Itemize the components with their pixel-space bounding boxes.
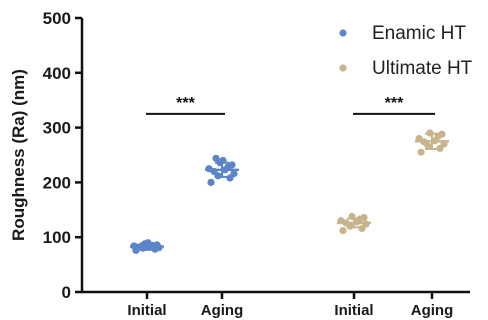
legend-label: Ultimate HT (372, 58, 473, 79)
data-point (207, 178, 215, 186)
y-ticks: 0 100 200 300 400 500 (43, 9, 82, 302)
x-ticks: Initial Aging Initial Aging (127, 292, 453, 319)
y-tick-label-0: 0 (62, 283, 71, 302)
y-tick-label-300: 300 (43, 119, 71, 138)
x-tick-label-2: Initial (334, 302, 373, 319)
group-0-1 (205, 154, 239, 186)
x-tick-label-0: Initial (127, 302, 166, 319)
data-point (212, 154, 220, 162)
y-tick-label-100: 100 (43, 228, 71, 247)
group-1-1 (415, 129, 449, 156)
x-tick-label-1: Aging (201, 302, 244, 319)
legend-item-1: Ultimate HT (339, 58, 473, 79)
plot-area (130, 129, 449, 254)
y-axis-title: Roughness (Ra) (nm) (9, 69, 28, 241)
y-axis: 0 100 200 300 400 500 Roughness (Ra) (nm) (9, 9, 84, 302)
legend-marker (339, 64, 347, 72)
data-point (360, 213, 368, 222)
x-tick-label-3: Aging (411, 302, 454, 319)
data-point (230, 170, 238, 178)
group-0-0 (130, 239, 164, 254)
group-1-0 (337, 212, 371, 235)
significance-annotations: *** *** (146, 95, 435, 115)
data-point (438, 130, 446, 138)
legend-label: Enamic HT (372, 23, 466, 44)
y-tick-label-500: 500 (43, 9, 71, 28)
legend-marker (339, 29, 347, 37)
significance-label-1: *** (385, 95, 404, 112)
y-tick-label-400: 400 (43, 64, 71, 83)
data-point (228, 161, 236, 169)
x-axis: Initial Aging Initial Aging (81, 290, 470, 319)
y-tick-label-200: 200 (43, 173, 71, 192)
data-point (339, 227, 347, 235)
legend-item-0: Enamic HT (339, 23, 466, 44)
legend: Enamic HT Ultimate HT (339, 23, 473, 79)
data-point (417, 148, 425, 156)
significance-label-0: *** (176, 95, 195, 112)
